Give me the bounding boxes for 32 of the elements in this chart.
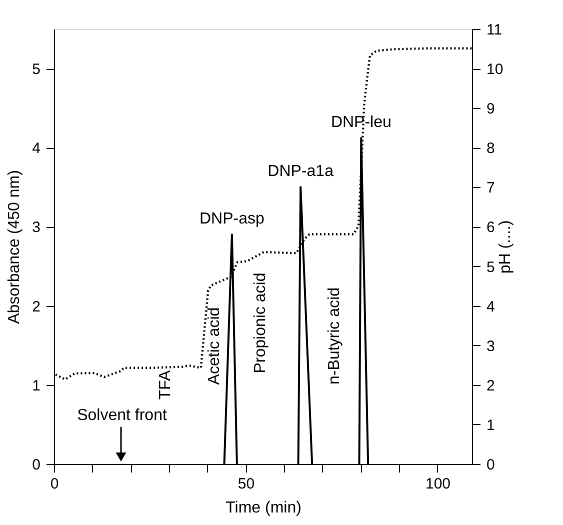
y2-axis-title: pH (....)	[497, 220, 514, 274]
annotation: Acetic acid	[206, 307, 223, 385]
annotation: TFA	[157, 370, 174, 400]
y2-tick-label: 3	[486, 338, 495, 355]
x-tick-label: 50	[238, 476, 255, 492]
annotation: n-Butyric acid	[326, 288, 343, 384]
y-tick-label: 4	[32, 140, 40, 158]
x-axis-title: Time (min)	[226, 500, 302, 516]
y-tick-label: 0	[32, 456, 40, 474]
y2-tick-label: 4	[486, 298, 495, 316]
y2-tick-label: 2	[486, 377, 495, 394]
y2-tick-label: 10	[486, 61, 504, 78]
y2-tick-label: 7	[486, 180, 495, 197]
y2-tick-label: 5	[486, 258, 495, 276]
y2-tick-label: 11	[486, 22, 502, 38]
y2-tick-label: 6	[486, 219, 495, 236]
x-tick-label: 0	[50, 476, 59, 492]
y2-tick-label: 1	[486, 416, 495, 434]
y2-tick-label: 0	[486, 456, 495, 474]
y2-tick-label: 8	[486, 140, 495, 158]
y-tick-label: 5	[32, 61, 40, 78]
annotation: DNP-asp	[199, 210, 264, 228]
x-tick-label: 100	[425, 476, 450, 492]
y-tick-label: 1	[32, 377, 40, 394]
annotation: Solvent front	[77, 407, 168, 424]
annotation: DNP-a1a	[268, 163, 334, 180]
y-axis-title: Absorbance (450 nm)	[6, 170, 24, 324]
y2-tick-label: 9	[486, 100, 495, 118]
y-tick-label: 2	[32, 298, 40, 316]
annotation: DNP-leu	[330, 114, 392, 132]
annotation: Propionic acid	[252, 272, 269, 374]
y-tick-label: 3	[32, 219, 40, 236]
